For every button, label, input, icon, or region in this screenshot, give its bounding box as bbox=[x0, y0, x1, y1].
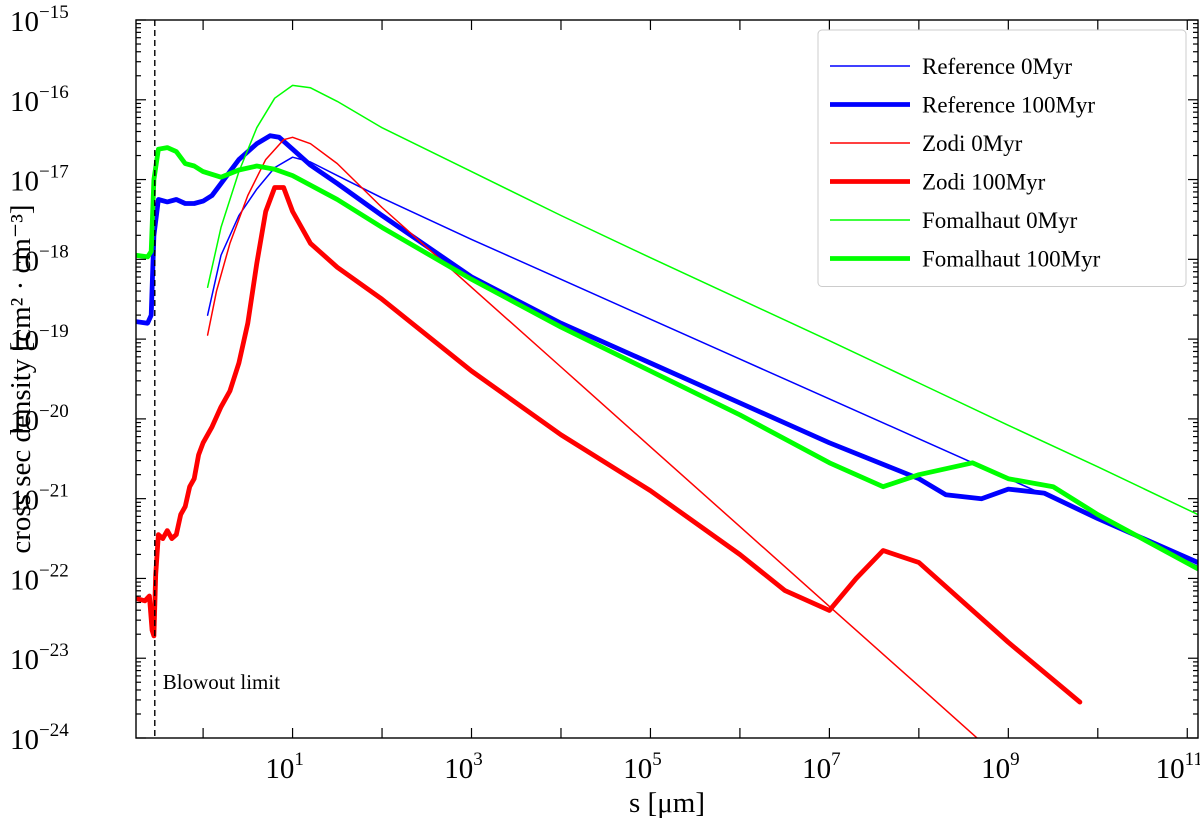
ticks-layer bbox=[136, 19, 1198, 739]
y-tick-label: 10−21 bbox=[10, 481, 69, 517]
y-tick-label: 10−20 bbox=[10, 401, 69, 437]
x-tick-label: 101 bbox=[265, 749, 304, 785]
y-axis-label: cross sec density [cm² · cm⁻³] bbox=[5, 204, 37, 553]
series-line-reference-100myr bbox=[136, 133, 1198, 565]
x-tick-label: 107 bbox=[802, 749, 841, 785]
legend-label-fomalhaut-100myr: Fomalhaut 100Myr bbox=[922, 247, 1101, 272]
y-tick-label: 10−15 bbox=[10, 2, 69, 38]
y-tick-label: 10−24 bbox=[10, 720, 69, 756]
legend-label-reference-0myr: Reference 0Myr bbox=[922, 54, 1072, 79]
series-line-reference-0myr bbox=[206, 156, 1198, 568]
y-tick-label: 10−17 bbox=[10, 162, 69, 198]
x-tick-label: 1011 bbox=[1156, 749, 1200, 785]
legend-box bbox=[817, 29, 1187, 287]
legend-label-reference-100myr: Reference 100Myr bbox=[922, 93, 1095, 118]
series-line-zodi-100myr bbox=[136, 185, 1083, 705]
series-line-fomalhaut-0myr bbox=[206, 84, 1198, 516]
tick-labels-layer: 101 103 105 107 109 1011 10−24 10−23 10−22 10−21 1… bbox=[10, 2, 1200, 785]
y-tick-label: 10−16 bbox=[10, 82, 69, 118]
series-line-zodi-0myr bbox=[206, 136, 979, 738]
series-line-fomalhaut-100myr bbox=[136, 145, 1198, 572]
legend-label-fomalhaut-0myr: Fomalhaut 0Myr bbox=[922, 208, 1078, 233]
x-axis-label: s [μm] bbox=[629, 787, 705, 819]
x-tick-label: 105 bbox=[623, 749, 662, 785]
blowout-limit-label: Blowout limit bbox=[163, 670, 280, 694]
plot-frame bbox=[135, 19, 1199, 739]
legend-label-zodi-100myr: Zodi 100Myr bbox=[922, 170, 1046, 195]
x-tick-label: 103 bbox=[444, 749, 483, 785]
x-tick-label: 109 bbox=[981, 749, 1020, 785]
y-tick-label: 10−19 bbox=[10, 321, 69, 357]
legend: Reference 0Myr Reference 100Myr Zodi 0Myr Z… bbox=[817, 29, 1187, 287]
series-layer bbox=[136, 84, 1198, 738]
blowout-limit-layer: Blowout limit bbox=[154, 20, 280, 738]
y-tick-label: 10−22 bbox=[10, 560, 69, 596]
legend-label-zodi-0myr: Zodi 0Myr bbox=[922, 131, 1023, 156]
y-tick-label: 10−23 bbox=[10, 640, 69, 676]
y-tick-label: 10−18 bbox=[10, 241, 69, 277]
